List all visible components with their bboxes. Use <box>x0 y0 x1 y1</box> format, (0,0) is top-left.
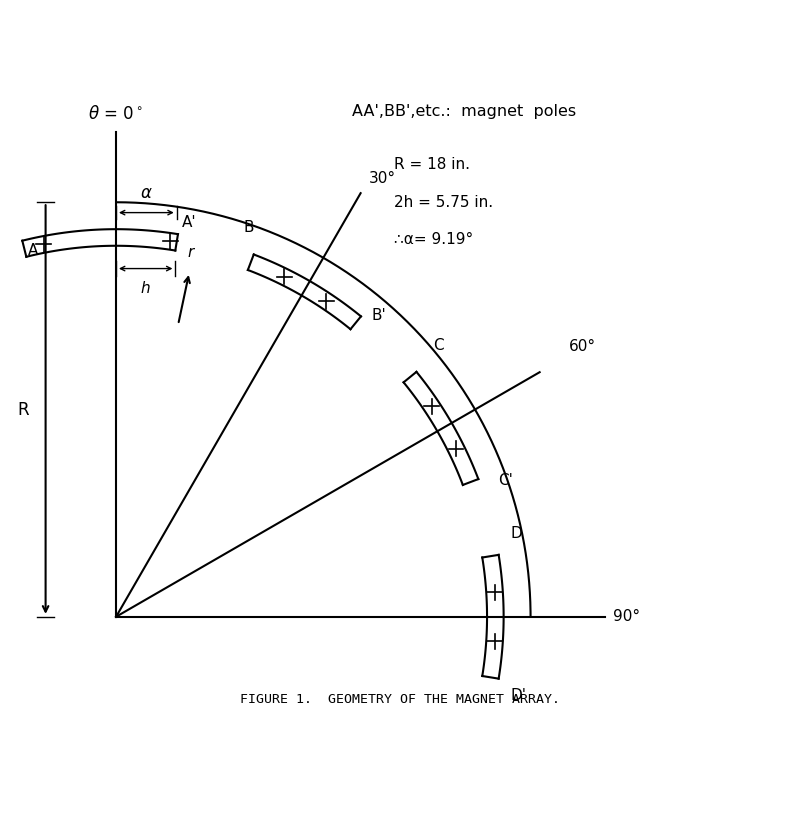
Text: A': A' <box>182 215 197 230</box>
Text: ∴α= 9.19°: ∴α= 9.19° <box>394 232 473 247</box>
Text: B: B <box>243 219 254 234</box>
Text: 60°: 60° <box>569 338 596 354</box>
Text: R = 18 in.: R = 18 in. <box>394 157 470 173</box>
Text: C: C <box>434 338 444 353</box>
Text: A: A <box>28 243 38 258</box>
Text: C': C' <box>498 473 513 488</box>
Text: $\theta$ = 0$^\circ$: $\theta$ = 0$^\circ$ <box>89 106 144 124</box>
Text: B': B' <box>371 308 386 323</box>
Text: D: D <box>511 526 522 541</box>
Text: h: h <box>141 281 150 296</box>
Text: 30°: 30° <box>369 171 396 186</box>
Text: 90°: 90° <box>614 609 641 624</box>
Text: FIGURE 1.  GEOMETRY OF THE MAGNET ARRAY.: FIGURE 1. GEOMETRY OF THE MAGNET ARRAY. <box>240 693 560 706</box>
Text: R: R <box>18 400 29 419</box>
Text: AA',BB',etc.:  magnet  poles: AA',BB',etc.: magnet poles <box>352 103 577 119</box>
Text: $\alpha$: $\alpha$ <box>140 184 153 202</box>
Text: 2h = 5.75 in.: 2h = 5.75 in. <box>394 195 493 210</box>
Text: r: r <box>188 245 194 260</box>
Text: D': D' <box>511 688 527 704</box>
